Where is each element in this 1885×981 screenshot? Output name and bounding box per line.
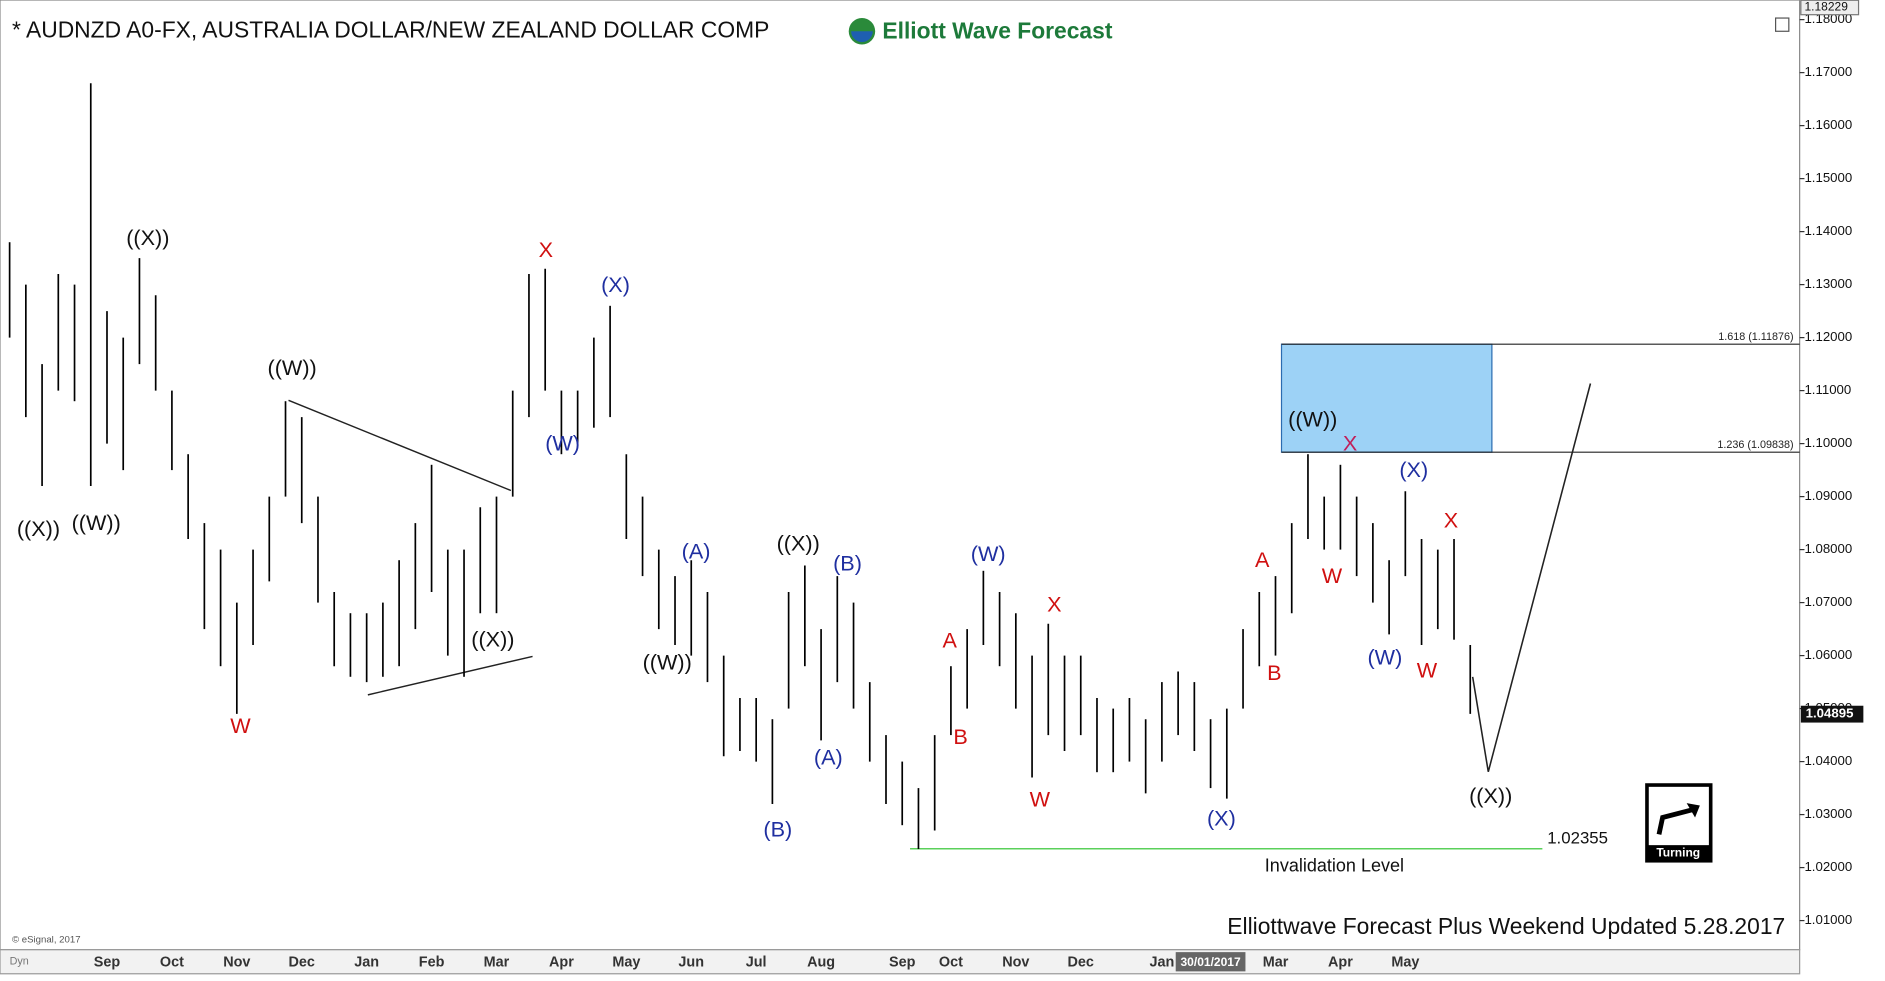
top-price-box xyxy=(1800,0,1860,16)
last-price-label: 1.04895 xyxy=(1806,706,1854,721)
chart-title: * AUDNZD A0-FX, AUSTRALIA DOLLAR/NEW ZEA… xyxy=(12,16,769,42)
x-tick-label: Jun xyxy=(678,955,704,971)
copyright: © eSignal, 2017 xyxy=(12,935,81,946)
y-tick-label: 1.02000 xyxy=(1804,859,1852,874)
y-tick-label: 1.04000 xyxy=(1804,753,1852,768)
x-tick-label: Jul xyxy=(746,955,767,971)
wave-label: W xyxy=(1322,563,1343,588)
x-tick-label: Mar xyxy=(1263,955,1289,971)
x-tick-label: Dec xyxy=(289,955,315,971)
x-tick-label: Jan xyxy=(354,955,379,971)
x-tick-label: Apr xyxy=(1328,955,1353,971)
wave-label: ((X)) xyxy=(471,626,514,651)
window-icon xyxy=(1775,17,1790,32)
wave-label: (X) xyxy=(601,272,630,297)
wave-label: W xyxy=(1030,786,1051,811)
x-tick-label: Mar xyxy=(484,955,510,971)
logo-icon-half xyxy=(851,31,873,43)
trend-line xyxy=(288,399,512,492)
x-tick-label: Nov xyxy=(223,955,250,971)
wave-label: (W) xyxy=(545,431,580,456)
wave-label: (A) xyxy=(682,539,711,564)
y-tick-label: 1.10000 xyxy=(1804,435,1852,450)
wave-label: (B) xyxy=(763,816,792,841)
x-tick-label: 30/01/2017 xyxy=(1181,955,1241,969)
y-tick-label: 1.13000 xyxy=(1804,276,1852,291)
wave-label: ((W)) xyxy=(1288,406,1337,431)
wave-label: (B) xyxy=(833,551,862,576)
corner-label: Dyn xyxy=(10,956,29,968)
wave-label: X xyxy=(1343,431,1357,456)
brand: Elliott Wave Forecast xyxy=(882,18,1112,44)
x-label-highlight xyxy=(1175,952,1246,972)
x-axis-strip xyxy=(0,949,1801,975)
y-tick-label: 1.14000 xyxy=(1804,223,1852,238)
wave-label: A xyxy=(942,628,957,653)
projection-path xyxy=(1471,383,1592,773)
wave-label: ((X)) xyxy=(1469,783,1512,808)
wave-label: (X) xyxy=(1399,457,1428,482)
wave-label: X xyxy=(1444,507,1458,532)
wave-label: X xyxy=(539,237,553,262)
wave-label: (A) xyxy=(814,744,843,769)
top-price-label: 1.18229 xyxy=(1804,0,1848,14)
invalidation-label: Invalidation Level xyxy=(1265,856,1404,876)
x-tick-label: Nov xyxy=(1002,955,1029,971)
fib-label: 1.236 (1.09838) xyxy=(1717,439,1793,451)
wave-label: ((X)) xyxy=(126,225,169,250)
x-tick-label: Oct xyxy=(160,955,184,971)
turning-icon: Turning xyxy=(1645,783,1713,863)
target-zone xyxy=(1280,343,1493,453)
y-tick-label: 1.07000 xyxy=(1804,594,1852,609)
x-tick-label: Aug xyxy=(807,955,835,971)
fib-label: 1.618 (1.11876) xyxy=(1718,331,1793,343)
y-tick-label: 1.17000 xyxy=(1804,64,1852,79)
icon-band xyxy=(1646,845,1711,861)
y-tick-label: 1.01000 xyxy=(1804,912,1852,927)
y-tick-label: 1.12000 xyxy=(1804,329,1852,344)
wave-label: ((W)) xyxy=(72,510,121,535)
last-price-box xyxy=(1800,705,1864,723)
wave-label: X xyxy=(1047,592,1061,617)
icon-arrow xyxy=(1656,806,1696,835)
x-tick-label: Oct xyxy=(939,955,963,971)
wave-label: ((X)) xyxy=(17,516,60,541)
y-tick-label: 1.11000 xyxy=(1804,382,1851,397)
y-tick-label: 1.03000 xyxy=(1804,806,1852,821)
y-tick-label: 1.15000 xyxy=(1804,170,1852,185)
y-tick-label: 1.06000 xyxy=(1804,647,1852,662)
wave-label: W xyxy=(1417,658,1438,683)
wave-label: B xyxy=(953,724,967,749)
x-tick-label: May xyxy=(1391,955,1419,971)
x-tick-label: Dec xyxy=(1068,955,1094,971)
x-tick-label: Apr xyxy=(549,955,574,971)
y-tick-label: 1.16000 xyxy=(1804,117,1852,132)
footer: Elliottwave Forecast Plus Weekend Update… xyxy=(1227,913,1785,939)
invalidation-value: 1.02355 xyxy=(1547,829,1608,848)
logo: Elliott Wave Forecast xyxy=(848,18,1113,45)
icon-arrowhead xyxy=(1686,803,1700,818)
wave-label: (X) xyxy=(1207,806,1236,831)
x-tick-label: Sep xyxy=(889,955,916,971)
x-tick-label: Feb xyxy=(419,955,445,971)
wave-label: B xyxy=(1267,660,1281,685)
wave-label: ((W)) xyxy=(643,649,692,674)
wave-label: A xyxy=(1255,547,1270,572)
x-tick-label: Sep xyxy=(94,955,121,971)
wave-label: (W) xyxy=(1367,645,1402,670)
trend-line xyxy=(367,655,533,696)
x-tick-label: May xyxy=(612,955,640,971)
wave-label: ((W)) xyxy=(268,355,317,380)
wave-label: ((X)) xyxy=(777,530,820,555)
y-tick-label: 1.09000 xyxy=(1804,488,1852,503)
x-tick-label: Jan xyxy=(1149,955,1174,971)
icon-label: Turning xyxy=(1656,846,1700,860)
y-tick-label: 1.08000 xyxy=(1804,541,1852,556)
wave-label: W xyxy=(230,713,251,738)
wave-label: (W) xyxy=(971,541,1006,566)
